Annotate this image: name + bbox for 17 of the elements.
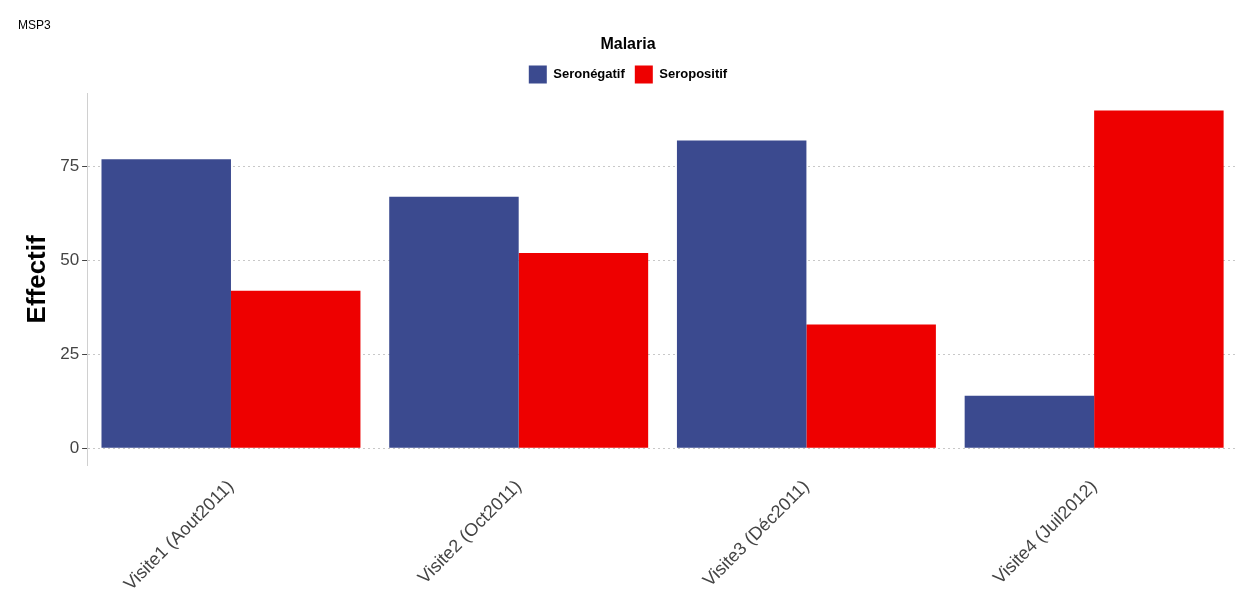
bar xyxy=(1094,110,1224,448)
y-tick-label: 25 xyxy=(60,344,80,364)
legend-title: Malaria xyxy=(600,34,656,52)
y-tick-label: 50 xyxy=(60,250,80,270)
legend-label: Seropositif xyxy=(659,66,728,82)
y-axis-title: Effectif xyxy=(20,235,51,324)
bar xyxy=(518,253,649,448)
y-tick-label: 0 xyxy=(69,437,80,457)
legend-label: Seronégatif xyxy=(553,66,626,82)
bar xyxy=(230,290,361,448)
bar xyxy=(389,196,519,448)
bar xyxy=(676,140,807,448)
bar xyxy=(964,395,1095,448)
bar xyxy=(806,324,936,448)
y-tick-label: 75 xyxy=(60,156,80,176)
chart-title: MSP3 xyxy=(18,17,51,32)
bar xyxy=(101,159,231,448)
